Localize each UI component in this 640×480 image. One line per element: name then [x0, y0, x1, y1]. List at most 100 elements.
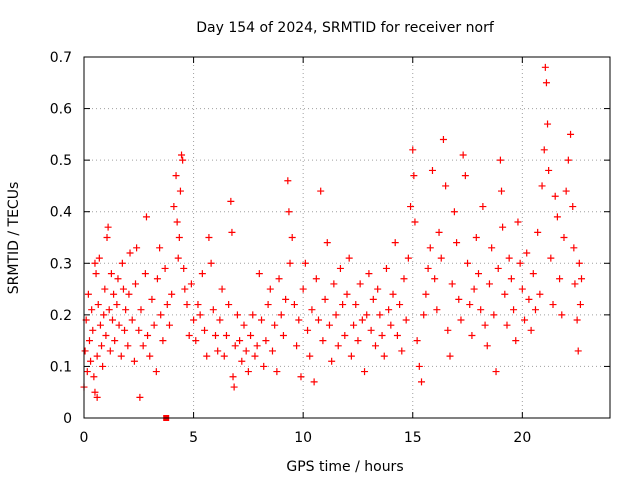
ticks-layer [83, 56, 610, 419]
data-point [409, 146, 417, 154]
data-point [93, 352, 101, 360]
data-point [328, 357, 336, 365]
data-point [251, 352, 259, 360]
data-point [534, 228, 542, 236]
data-point [255, 270, 263, 278]
labels-layer: 0 5 10 15 20 0 0.1 0.2 0.3 0.4 0.5 0.6 0.7 [50, 50, 532, 446]
data-point [481, 321, 489, 329]
data-point [165, 321, 173, 329]
data-point [501, 290, 509, 298]
data-point [285, 208, 293, 216]
y-tick-label: 0.6 [50, 102, 72, 118]
data-point [286, 259, 294, 267]
data-point [437, 254, 445, 262]
data-point [148, 295, 156, 303]
data-point [262, 337, 270, 345]
data-point [192, 337, 200, 345]
data-point [422, 290, 430, 298]
data-point [218, 285, 226, 293]
data-point [93, 393, 101, 401]
data-point [308, 306, 316, 314]
data-point [137, 306, 145, 314]
data-point [323, 239, 331, 247]
y-tick-label: 0.7 [50, 50, 72, 66]
data-point [485, 280, 493, 288]
data-point [236, 337, 244, 345]
data-point [201, 326, 209, 334]
data-point [114, 275, 122, 283]
data-point [498, 187, 506, 195]
data-point [407, 203, 415, 211]
data-point [87, 357, 95, 365]
data-point [104, 223, 112, 231]
data-point [214, 347, 222, 355]
data-point [212, 331, 219, 339]
data-point [569, 203, 577, 211]
data-point [216, 316, 224, 324]
data-point [400, 275, 408, 283]
data-point [242, 347, 250, 355]
data-point [159, 337, 167, 345]
data-point [172, 172, 180, 180]
data-point [562, 187, 570, 195]
data-point [574, 347, 582, 355]
data-point [144, 331, 152, 339]
data-point [222, 331, 230, 339]
data-point [488, 244, 496, 252]
y-tick-label: 0 [63, 411, 72, 427]
data-point [310, 378, 318, 386]
data-point [271, 321, 279, 329]
data-point [266, 285, 274, 293]
data-point [459, 151, 467, 159]
x-tick-label: 15 [404, 430, 422, 446]
data-point [541, 63, 549, 71]
data-point [510, 306, 518, 314]
data-point [464, 259, 472, 267]
data-point [301, 259, 309, 267]
data-point [544, 120, 552, 128]
data-point [176, 187, 184, 195]
data-point [426, 244, 434, 252]
data-point [573, 316, 581, 324]
data-point [194, 301, 202, 309]
data-point [227, 197, 235, 205]
y-tick-label: 0.3 [50, 256, 72, 272]
data-point [88, 306, 96, 314]
data-point [354, 337, 362, 345]
data-point [125, 290, 133, 298]
data-point [277, 311, 285, 319]
data-point [299, 285, 307, 293]
data-point [545, 166, 553, 174]
data-point [126, 249, 134, 257]
data-point [284, 177, 292, 185]
data-point [170, 203, 178, 211]
data-point [110, 290, 118, 298]
x-tick-label: 5 [189, 430, 198, 446]
data-point [413, 337, 421, 345]
data-point [98, 342, 106, 350]
data-point [556, 275, 564, 283]
data-point [282, 295, 290, 303]
data-point [228, 228, 236, 236]
data-point [161, 264, 169, 272]
data-point [540, 146, 548, 154]
data-point [101, 285, 109, 293]
data-point [315, 316, 323, 324]
data-point [374, 285, 382, 293]
data-point [317, 187, 325, 195]
data-point [570, 244, 578, 252]
data-point [551, 192, 559, 200]
data-point [461, 172, 469, 180]
y-tick-label: 0.2 [50, 308, 72, 324]
data-point [96, 321, 104, 329]
data-point [253, 342, 261, 350]
data-point [385, 306, 393, 314]
data-point [448, 280, 456, 288]
data-point [387, 321, 395, 329]
x-tick-label: 0 [80, 430, 89, 446]
data-point [209, 306, 217, 314]
data-point [185, 331, 193, 339]
data-point [150, 321, 158, 329]
data-point [428, 166, 436, 174]
data-point [352, 301, 360, 309]
